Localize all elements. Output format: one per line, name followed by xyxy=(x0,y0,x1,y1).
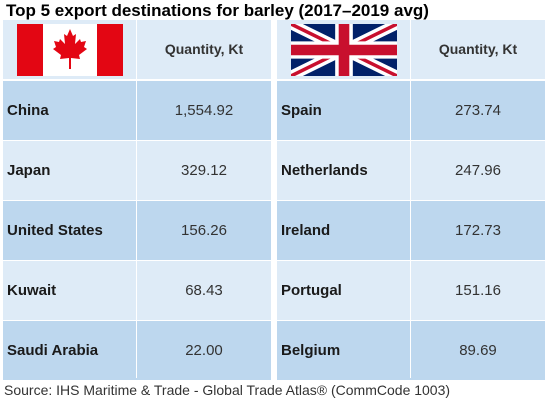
quantity-value: 1,554.92 xyxy=(174,102,234,119)
country-name: Portugal xyxy=(281,282,342,299)
chart-title: Top 5 export destinations for barley (20… xyxy=(6,1,429,20)
canada-flag-icon xyxy=(17,24,123,76)
quantity-value: 247.96 xyxy=(455,162,501,179)
source-note: Source: IHS Maritime & Trade - Global Tr… xyxy=(4,382,451,398)
table-row: United States 156.26 xyxy=(3,201,271,260)
table-row: Spain 273.74 xyxy=(277,81,545,140)
table-row: Netherlands 247.96 xyxy=(277,141,545,200)
quantity-header: Quantity, Kt xyxy=(164,41,244,57)
quantity-value: 172.73 xyxy=(455,222,501,239)
country-name: Kuwait xyxy=(7,282,57,299)
canada-table: Quantity, Kt China 1,554.92 Japan 329.12… xyxy=(3,20,271,380)
table-row: Saudi Arabia 22.00 xyxy=(3,321,271,380)
uk-flag-icon xyxy=(291,24,397,76)
country-name: China xyxy=(7,102,49,119)
quantity-header: Quantity, Kt xyxy=(438,41,518,57)
quantity-value: 151.16 xyxy=(455,282,501,299)
table-row: Belgium 89.69 xyxy=(277,321,545,380)
table-row: Kuwait 68.43 xyxy=(3,261,271,320)
country-name: United States xyxy=(7,222,103,239)
table-header: Quantity, Kt xyxy=(277,20,545,79)
uk-table: Quantity, Kt Spain 273.74 Netherlands 24… xyxy=(277,20,545,380)
table-row: China 1,554.92 xyxy=(3,81,271,140)
table-row: Japan 329.12 xyxy=(3,141,271,200)
quantity-value: 89.69 xyxy=(459,342,497,359)
quantity-value: 22.00 xyxy=(185,342,223,359)
quantity-value: 273.74 xyxy=(455,102,501,119)
country-name: Japan xyxy=(7,162,51,179)
country-name: Saudi Arabia xyxy=(7,342,99,359)
country-name: Spain xyxy=(281,102,322,119)
country-name: Ireland xyxy=(281,222,331,239)
quantity-value: 68.43 xyxy=(185,282,223,299)
column-divider xyxy=(410,20,411,378)
quantity-value: 329.12 xyxy=(181,162,227,179)
country-name: Netherlands xyxy=(281,162,368,179)
quantity-value: 156.26 xyxy=(181,222,227,239)
table-row: Portugal 151.16 xyxy=(277,261,545,320)
country-name: Belgium xyxy=(281,342,341,359)
table-row: Ireland 172.73 xyxy=(277,201,545,260)
column-divider xyxy=(136,20,137,378)
table-header: Quantity, Kt xyxy=(3,20,271,79)
